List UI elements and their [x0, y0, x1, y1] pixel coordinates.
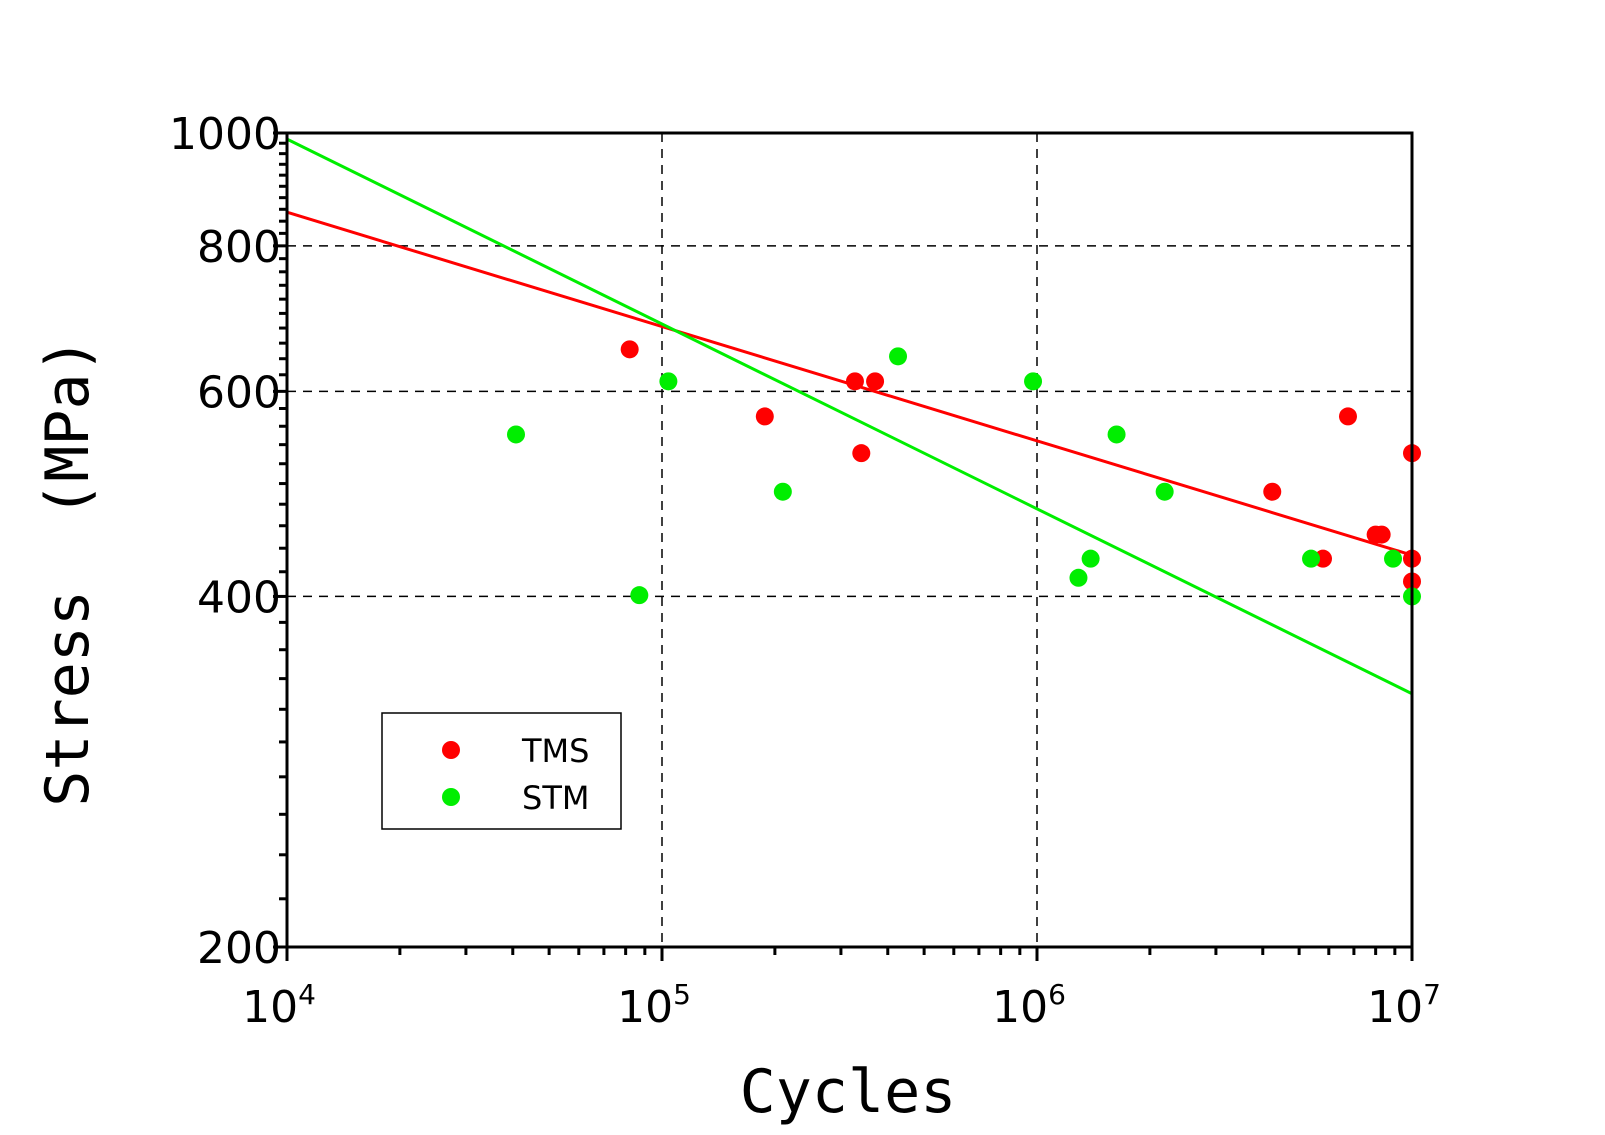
data-point-stm	[506, 425, 525, 444]
legend-marker-stm	[442, 788, 460, 806]
data-point-tms	[845, 372, 864, 391]
x-tick-label: 104	[242, 978, 316, 1033]
y-axis-title: Stress (MPa)	[33, 337, 103, 807]
x-tick-label: 106	[992, 978, 1066, 1033]
y-tick-label: 600	[197, 367, 281, 418]
data-point-stm	[889, 347, 908, 366]
data-point-stm	[659, 372, 678, 391]
y-tick-label: 400	[197, 572, 281, 623]
x-tick-label: 105	[617, 978, 691, 1033]
data-point-stm	[1081, 549, 1100, 568]
data-point-tms	[620, 340, 639, 359]
data-point-stm	[630, 586, 649, 605]
grid-lines	[287, 133, 1412, 947]
data-point-stm	[773, 482, 792, 501]
legend-frame	[381, 712, 622, 830]
y-tick-label: 1000	[169, 109, 281, 160]
data-point-tms	[755, 407, 774, 426]
fit-line-stm	[286, 137, 1413, 696]
data-point-tms	[852, 444, 871, 463]
y-tick-label: 200	[197, 923, 281, 974]
x-tick-label: 107	[1367, 978, 1441, 1033]
data-point-tms	[1372, 525, 1391, 544]
data-point-tms	[866, 372, 885, 391]
data-point-stm	[1069, 568, 1088, 587]
y-tick-label: 800	[197, 222, 281, 273]
data-point-stm	[1107, 425, 1126, 444]
data-point-stm	[1155, 482, 1174, 501]
legend-label-tms: TMS	[521, 732, 589, 770]
data-point-stm	[1302, 549, 1321, 568]
legend: TMS STM	[381, 712, 622, 830]
data-point-stm	[1384, 549, 1403, 568]
x-axis-title: Cycles	[740, 1057, 957, 1127]
data-points	[506, 340, 1421, 606]
x-tick-labels: 104 105 106 107	[242, 978, 1441, 1033]
y-tick-labels: 200 400 600 800 1000	[169, 109, 281, 974]
plot-frame	[285, 131, 1414, 949]
data-point-tms	[1338, 407, 1357, 426]
data-point-stm	[1024, 372, 1043, 391]
data-point-tms	[1263, 482, 1282, 501]
legend-marker-tms	[442, 741, 460, 759]
legend-label-stm: STM	[522, 779, 589, 817]
